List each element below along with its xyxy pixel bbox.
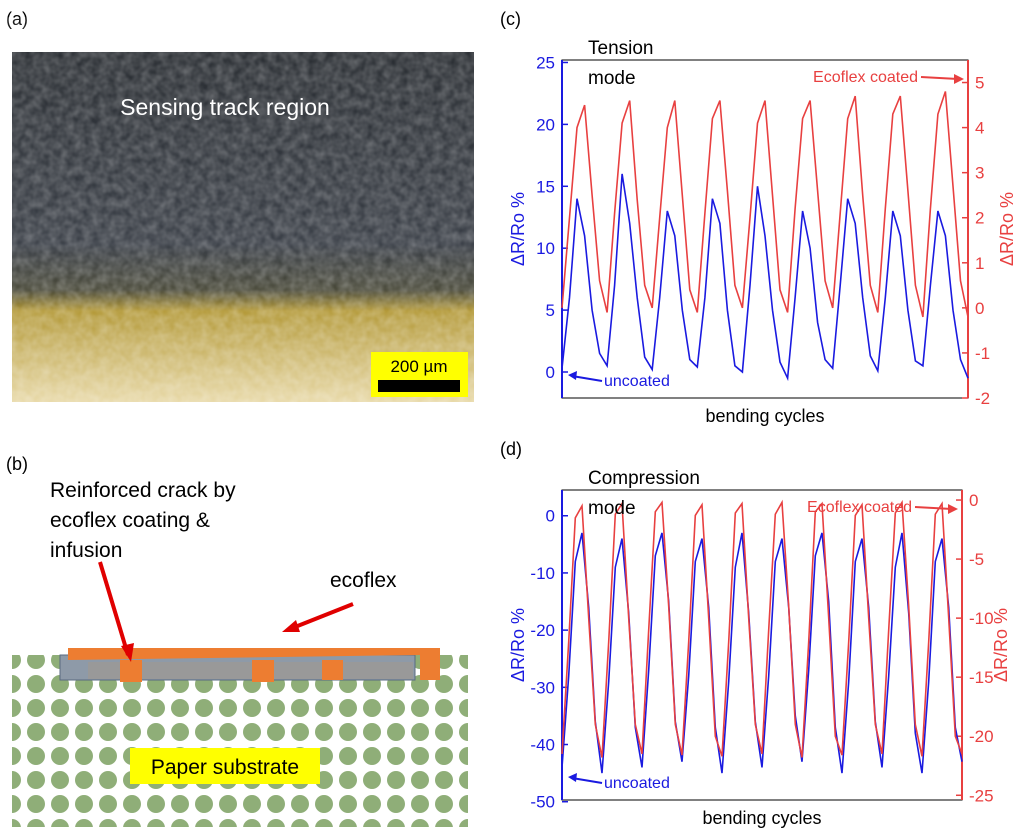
crack-block (142, 662, 252, 679)
y2-tick-label: 5 (975, 74, 984, 93)
y2-tick-label: 0 (969, 491, 978, 510)
legend-arrow (572, 778, 602, 783)
figure: (a) Sensing track region 200 µm (b) Rein… (0, 0, 1019, 836)
y-tick-label: 20 (536, 115, 555, 134)
y-tick-label: -10 (530, 564, 555, 583)
annotation: Reinforced crack by (50, 479, 236, 502)
y-tick-label: 0 (546, 363, 555, 382)
legend-label: Ecoflex coated (813, 69, 918, 86)
y2-tick-label: -5 (969, 550, 984, 569)
legend-label: Ecoflex coated (807, 499, 912, 516)
legend-arrow-head (948, 504, 958, 514)
annotation: mode (588, 498, 636, 519)
y2-tick-label: 0 (975, 299, 984, 318)
panel-label: (a) (6, 9, 28, 29)
series-line (562, 174, 968, 378)
legend-arrow (572, 376, 602, 381)
infusion (252, 660, 274, 682)
crack-block (274, 662, 322, 679)
y2-tick-label: -15 (969, 668, 994, 687)
y2-tick-label: 4 (975, 119, 984, 138)
legend-arrow (915, 507, 952, 509)
y2-axis-label: ΔR/Ro % (991, 608, 1011, 682)
annotation: mode (588, 68, 636, 89)
y2-tick-label: -10 (969, 609, 994, 628)
y-tick-label: 10 (536, 239, 555, 258)
arrow-head (282, 620, 300, 632)
arrow (100, 562, 128, 655)
page: (a) Sensing track region 200 µm (b) Rein… (0, 0, 1019, 836)
ecoflex-label: ecoflex (330, 569, 397, 592)
infusion (322, 660, 343, 680)
infusion (120, 660, 142, 682)
y-tick-label: 15 (536, 177, 555, 196)
x-axis-label: bending cycles (702, 808, 821, 828)
legend-label: uncoated (604, 775, 670, 792)
y2-tick-label: 1 (975, 254, 984, 273)
scale-bar (378, 380, 460, 392)
y2-tick-label: -2 (975, 389, 990, 408)
legend-arrow-head (568, 371, 577, 380)
y-axis-label: ΔR/Ro % (508, 608, 528, 682)
y-tick-label: 25 (536, 53, 555, 72)
legend-arrow (921, 77, 958, 79)
y2-tick-label: 2 (975, 209, 984, 228)
panel-label: (c) (500, 9, 521, 29)
annotation: infusion (50, 539, 122, 562)
y-tick-label: -30 (530, 678, 555, 697)
y2-tick-label: -20 (969, 727, 994, 746)
annotation: Tension (588, 38, 654, 59)
substrate-label: Paper substrate (151, 756, 299, 779)
panel-label: (b) (6, 454, 28, 474)
y-tick-label: 0 (546, 507, 555, 526)
series-line (562, 92, 968, 317)
annotation: ecoflex coating & (50, 509, 210, 532)
y-axis-label: ΔR/Ro % (508, 192, 528, 266)
legend-label: uncoated (604, 373, 670, 390)
y-tick-label: 5 (546, 301, 555, 320)
y2-axis-label: ΔR/Ro % (997, 192, 1017, 266)
y2-tick-label: -25 (969, 786, 994, 805)
x-axis-label: bending cycles (705, 406, 824, 426)
annotation: Compression (588, 468, 700, 489)
legend-arrow-head (568, 773, 577, 782)
caption: Sensing track region (120, 94, 330, 120)
crack-block (343, 662, 413, 679)
y-tick-label: -40 (530, 736, 555, 755)
y2-tick-label: 3 (975, 164, 984, 183)
y2-tick-label: -1 (975, 344, 990, 363)
scale-bar-label: 200 µm (390, 357, 447, 376)
arrow (290, 604, 353, 629)
series-line (562, 533, 962, 773)
panel-label: (d) (500, 439, 522, 459)
crack-block (88, 662, 120, 679)
y-tick-label: -20 (530, 621, 555, 640)
y-tick-label: -50 (530, 793, 555, 812)
substrate-dots (12, 655, 468, 827)
